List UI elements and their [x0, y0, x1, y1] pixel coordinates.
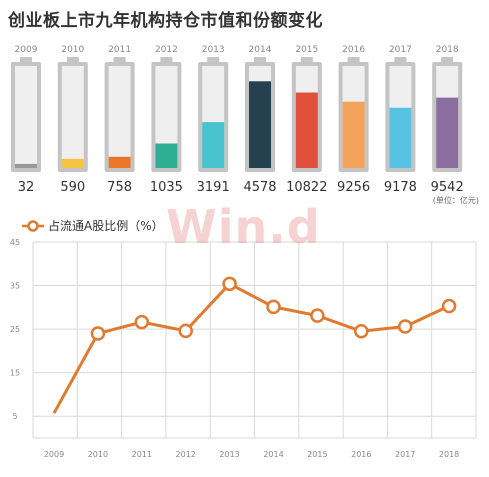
x-tick-label: 2018 — [439, 450, 459, 459]
y-tick-label: 45 — [10, 238, 20, 247]
battery-cap — [207, 57, 220, 62]
year-label: 2014 — [249, 45, 272, 55]
value-label: 9178 — [384, 180, 417, 195]
data-point — [310, 308, 325, 323]
data-point — [441, 298, 457, 314]
data-point — [266, 299, 281, 315]
bar — [389, 107, 412, 168]
data-point — [222, 276, 237, 292]
value-label: 10822 — [286, 180, 327, 195]
battery-cap — [441, 57, 454, 62]
battery-cap — [113, 57, 126, 62]
year-label: 2009 — [15, 45, 38, 55]
value-label: 3191 — [197, 180, 230, 195]
bar — [342, 101, 365, 168]
bar — [436, 97, 459, 168]
year-label: 2013 — [202, 45, 225, 55]
battery-cap — [300, 57, 313, 62]
x-tick-label: 2014 — [263, 450, 283, 459]
battery-cap — [394, 57, 407, 62]
year-label: 2015 — [295, 45, 318, 55]
x-tick-label: 2012 — [176, 450, 196, 459]
x-tick-label: 2016 — [351, 450, 371, 459]
year-label: 2012 — [155, 45, 178, 55]
x-tick-label: 2009 — [44, 450, 64, 459]
year-label: 2018 — [436, 45, 459, 55]
bar — [249, 81, 271, 168]
watermark: Win.d — [166, 200, 321, 254]
battery-empty — [15, 66, 37, 168]
year-label: 2017 — [389, 45, 412, 55]
battery-cap — [20, 57, 32, 62]
unit-note: (单位：亿元) — [432, 196, 479, 205]
x-tick-label: 2013 — [219, 450, 239, 459]
bar — [61, 158, 84, 168]
y-tick-label: 35 — [10, 282, 20, 291]
value-label: 32 — [18, 180, 35, 195]
year-label: 2016 — [342, 45, 365, 55]
battery-cap — [160, 57, 173, 62]
line-grid — [32, 241, 477, 439]
x-tick-label: 2015 — [307, 450, 327, 459]
x-tick-label: 2017 — [395, 450, 415, 459]
data-point — [90, 326, 106, 341]
legend-label: 占流通A股比例（%） — [48, 219, 164, 233]
battery-empty — [108, 66, 131, 168]
y-tick-label: 5 — [12, 412, 17, 421]
data-point — [134, 314, 150, 330]
bar — [295, 92, 318, 168]
bar — [108, 156, 131, 168]
line-legend: 占流通A股比例（%） — [22, 217, 164, 234]
y-tick-label: 25 — [10, 325, 20, 334]
series-line — [52, 282, 450, 414]
bar — [155, 143, 178, 168]
battery-chart: 2009 32 2010 590 2011 758 2012 1035 2013 3191 2014… — [11, 45, 464, 195]
data-point — [354, 324, 369, 339]
bar — [202, 122, 225, 168]
y-tick-label: 15 — [10, 369, 20, 378]
bar — [15, 163, 37, 168]
battery-cap — [347, 57, 360, 62]
value-label: 9542 — [431, 180, 464, 195]
value-label: 9256 — [337, 180, 370, 195]
value-label: 590 — [60, 180, 85, 195]
data-point — [397, 319, 413, 334]
page-title: 创业板上市九年机构持仓市值和份额变化 — [8, 11, 323, 31]
year-label: 2011 — [108, 45, 131, 55]
value-label: 1035 — [150, 180, 183, 195]
value-label: 758 — [107, 180, 132, 195]
x-tick-label: 2011 — [132, 450, 152, 459]
battery-cap — [254, 57, 266, 62]
x-tick-label: 2010 — [88, 450, 108, 459]
legend-marker-icon — [22, 219, 44, 232]
battery-empty — [155, 66, 178, 168]
year-label: 2010 — [61, 45, 84, 55]
data-point — [178, 323, 193, 339]
battery-cap — [66, 57, 79, 62]
battery-empty — [61, 66, 84, 168]
value-label: 4578 — [243, 180, 276, 195]
